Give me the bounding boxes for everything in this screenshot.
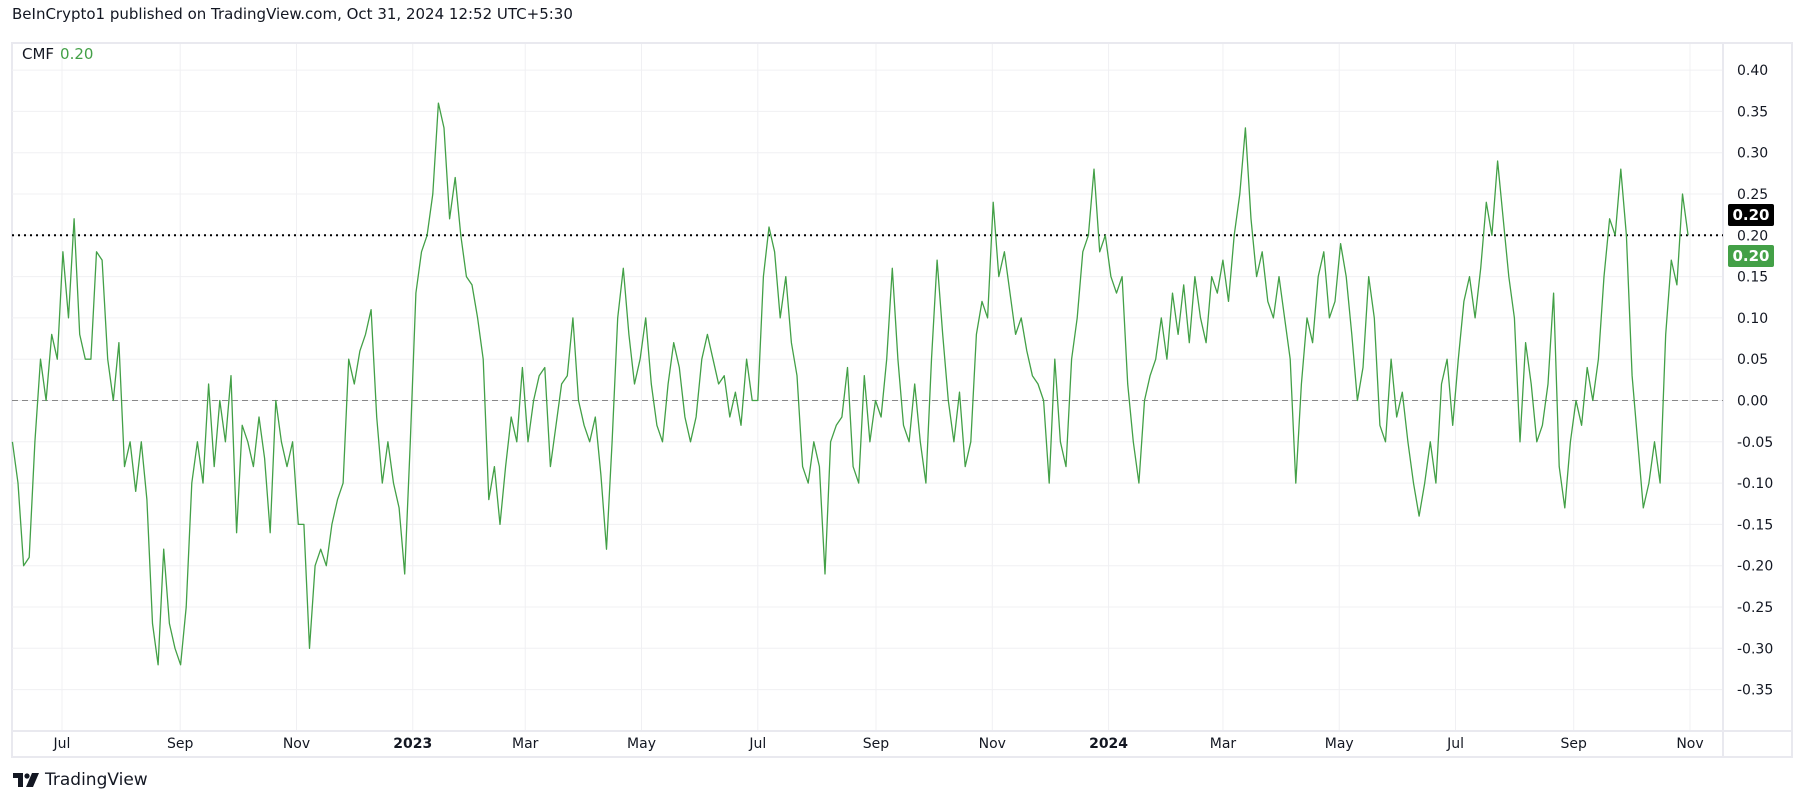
y-tick-label: 0.35 (1737, 104, 1768, 120)
x-tick-label: Nov (979, 736, 1006, 752)
cmf-series-line (11, 102, 1689, 666)
x-tick-label: Mar (512, 736, 539, 752)
y-tick-label: -0.05 (1737, 435, 1773, 451)
y-tick-label: 0.10 (1737, 311, 1768, 327)
last-value-badge-green: 0.20 (1728, 245, 1774, 267)
tradingview-logo-icon (13, 773, 39, 787)
indicator-value: 0.20 (60, 45, 94, 63)
x-tick-label: Sep (863, 736, 890, 752)
y-tick-label: 0.20 (1737, 228, 1768, 244)
y-tick-label: 0.00 (1737, 394, 1768, 410)
x-tick-label: Sep (167, 736, 194, 752)
y-tick-label: 0.05 (1737, 352, 1768, 368)
y-tick-label: 0.40 (1737, 63, 1768, 79)
y-tick-label: -0.15 (1737, 517, 1773, 533)
x-tick-label: Nov (1676, 736, 1703, 752)
tradingview-brand: TradingView (45, 770, 148, 790)
y-tick-label: 0.25 (1737, 187, 1768, 203)
x-tick-label: Sep (1561, 736, 1588, 752)
tradingview-logo[interactable]: TradingView (13, 770, 148, 790)
x-tick-label: 2023 (393, 736, 432, 752)
y-tick-label: 0.30 (1737, 146, 1768, 162)
x-tick-label: Jul (748, 736, 766, 752)
indicator-name: CMF (22, 45, 55, 63)
x-tick-label: May (1325, 736, 1354, 752)
y-tick-label: -0.30 (1737, 641, 1773, 657)
indicator-legend[interactable]: CMF 0.20 (22, 45, 93, 63)
y-tick-label: -0.20 (1737, 559, 1773, 575)
y-tick-label: -0.10 (1737, 476, 1773, 492)
y-tick-label: -0.35 (1737, 683, 1773, 699)
y-tick-label: 0.15 (1737, 270, 1768, 286)
x-tick-label: 2024 (1089, 736, 1128, 752)
x-tick-label: Jul (1446, 736, 1464, 752)
last-value-badge-black: 0.20 (1728, 204, 1774, 226)
x-tick-label: Mar (1210, 736, 1237, 752)
x-tick-label: Nov (283, 736, 310, 752)
y-tick-label: -0.25 (1737, 600, 1773, 616)
publish-info: BeInCrypto1 published on TradingView.com… (12, 5, 573, 23)
x-tick-label: May (627, 736, 656, 752)
x-tick-label: Jul (53, 736, 71, 752)
